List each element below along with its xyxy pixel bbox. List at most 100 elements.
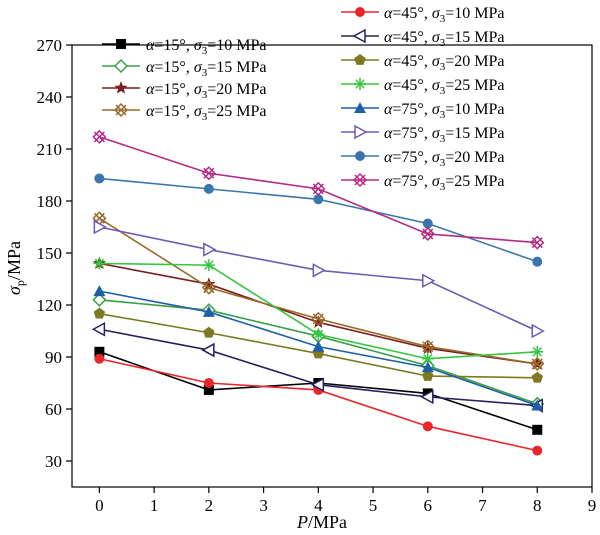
data-point xyxy=(202,259,215,272)
data-point xyxy=(201,342,215,358)
data-point xyxy=(354,124,368,140)
legend-item: α=45°, σ3=20 MPa xyxy=(341,53,504,73)
legend-item: α=75°, σ3=20 MPa xyxy=(341,149,504,169)
y-tick-label: 60 xyxy=(45,400,62,419)
data-point xyxy=(203,326,215,338)
data-point xyxy=(422,218,433,229)
data-point xyxy=(531,371,543,383)
data-point xyxy=(203,384,214,395)
x-tick-label: 7 xyxy=(478,496,487,515)
data-point xyxy=(530,235,545,250)
y-tick-label: 150 xyxy=(37,244,63,263)
series-5 xyxy=(94,353,543,456)
legend-label: α=75°, σ3=20 MPa xyxy=(384,149,504,169)
data-point xyxy=(420,226,435,241)
data-point xyxy=(531,323,545,339)
series-8 xyxy=(93,257,544,365)
data-point xyxy=(420,389,434,405)
data-point xyxy=(91,322,106,337)
data-point xyxy=(114,81,128,94)
legend-item: α=45°, σ3=10 MPa xyxy=(341,5,504,25)
data-point xyxy=(203,378,214,388)
data-point xyxy=(92,292,107,307)
data-point xyxy=(201,280,216,295)
data-point xyxy=(93,257,106,270)
data-point xyxy=(93,285,106,297)
x-tick-label: 3 xyxy=(259,496,268,515)
legend-label: α=15°, σ3=15 MPa xyxy=(146,59,266,79)
data-point xyxy=(421,352,434,365)
x-axis-label: P/MPa xyxy=(296,512,347,532)
legend-item: α=75°, σ3=15 MPa xyxy=(341,124,504,145)
legend-label: α=45°, σ3=20 MPa xyxy=(384,53,504,73)
data-point xyxy=(421,361,434,373)
data-point xyxy=(354,78,366,90)
x-axis: 0 1 2 3 4 5 6 7 8 9 xyxy=(95,487,596,515)
data-point xyxy=(312,263,326,278)
legend-item: α=15°, σ3=15 MPa xyxy=(102,58,266,79)
data-point xyxy=(354,54,366,65)
data-point xyxy=(355,151,365,161)
data-point xyxy=(94,346,105,357)
y-axis-label: σp/MPa xyxy=(4,241,27,295)
data-point xyxy=(422,273,436,288)
data-point xyxy=(311,181,326,196)
data-point xyxy=(93,219,107,235)
x-tick-label: 6 xyxy=(424,496,433,515)
series-10 xyxy=(93,219,545,339)
data-point xyxy=(311,311,326,326)
data-point xyxy=(311,315,325,328)
x-tick-label: 1 xyxy=(150,496,159,515)
legend-item: α=45°, σ3=25 MPa xyxy=(341,77,504,97)
x-tick-label: 4 xyxy=(314,496,323,515)
legend-label: α=45°, σ3=10 MPa xyxy=(384,5,504,25)
data-point xyxy=(94,353,105,364)
data-point xyxy=(421,341,435,354)
legend-right: α=45°, σ3=10 MPa α=45°, σ3=15 MPa α=45°, σ… xyxy=(341,5,504,193)
data-point xyxy=(116,39,126,49)
legend-label: α=75°, σ3=10 MPa xyxy=(384,101,504,121)
data-point xyxy=(312,340,325,352)
data-point xyxy=(422,421,433,432)
y-tick-label: 120 xyxy=(37,296,63,315)
legend-item: α=45°, σ3=15 MPa xyxy=(341,28,504,49)
y-tick-label: 90 xyxy=(45,348,62,367)
series-group xyxy=(91,129,545,456)
data-point xyxy=(310,377,325,392)
series-line xyxy=(99,357,538,452)
data-point xyxy=(530,356,545,371)
data-point xyxy=(113,58,129,74)
data-point xyxy=(420,339,435,354)
data-point xyxy=(352,172,368,188)
x-tick-label: 9 xyxy=(588,496,597,515)
legend-item: α=15°, σ3=25 MPa xyxy=(102,102,266,123)
legend-item: α=75°, σ3=25 MPa xyxy=(341,172,504,193)
legend-label: α=75°, σ3=25 MPa xyxy=(384,173,504,193)
series-12 xyxy=(92,129,545,250)
data-point xyxy=(203,242,217,257)
data-point xyxy=(355,7,365,17)
data-point xyxy=(531,345,544,358)
legend-label: α=75°, σ3=15 MPa xyxy=(384,125,504,145)
data-point xyxy=(422,370,434,381)
data-point xyxy=(532,424,543,435)
data-point xyxy=(532,256,543,267)
x-tick-label: 0 xyxy=(95,496,104,515)
series-7 xyxy=(93,307,543,383)
legend-label: α=15°, σ3=10 MPa xyxy=(146,37,266,57)
data-point xyxy=(312,328,325,341)
data-point xyxy=(94,173,105,184)
y-tick-label: 30 xyxy=(45,452,62,471)
plot-frame xyxy=(71,44,593,488)
data-point xyxy=(531,399,544,411)
legend-label: α=45°, σ3=25 MPa xyxy=(384,77,504,97)
x-tick-label: 2 xyxy=(205,496,214,515)
legend-item: α=75°, σ3=10 MPa xyxy=(341,101,504,121)
legend-label: α=15°, σ3=25 MPa xyxy=(146,103,266,123)
data-point xyxy=(202,305,215,317)
data-point xyxy=(92,129,107,144)
series-line xyxy=(99,177,538,263)
series-6 xyxy=(91,322,544,413)
